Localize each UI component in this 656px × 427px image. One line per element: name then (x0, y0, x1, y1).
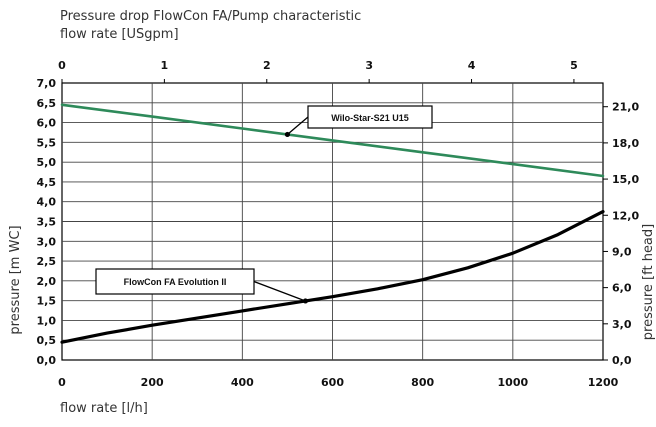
right-tick-label: 6,0 (612, 282, 632, 295)
right-tick-label: 0,0 (612, 354, 632, 367)
x-axis-label: flow rate [l/h] (60, 401, 148, 416)
y-tick-label: 3,5 (37, 216, 57, 229)
y2-axis-label: pressure [ft head] (641, 224, 656, 340)
y-tick-label: 6,5 (37, 97, 57, 110)
y-tick-label: 2,0 (37, 275, 57, 288)
top-axis-label: flow rate [USgpm] (60, 27, 179, 42)
y-axis-label: pressure [m WC] (8, 225, 23, 334)
right-tick-label: 12,0 (612, 209, 639, 222)
pump-callout-label: Wilo-Star-S21 U15 (331, 113, 408, 123)
y-tick-label: 5,5 (37, 136, 57, 149)
top-tick-label: 1 (161, 59, 169, 72)
top-tick-label: 2 (263, 59, 271, 72)
flowcon-callout-leader (253, 280, 306, 302)
x-tick-label: 200 (141, 376, 164, 389)
x-tick-label: 1000 (498, 376, 529, 389)
flowcon-callout-point (302, 298, 309, 304)
top-tick-label: 4 (468, 59, 476, 72)
x-tick-label: 800 (411, 376, 434, 389)
series-line-pump (60, 103, 605, 178)
top-tick-label: 3 (365, 59, 373, 72)
x-tick-label: 400 (231, 376, 254, 389)
y-tick-label: 2,5 (37, 255, 57, 268)
series-lines (60, 103, 605, 344)
x-tick-label: 1200 (588, 376, 619, 389)
right-tick-label: 21,0 (612, 101, 639, 114)
y-tick-label: 4,0 (37, 196, 57, 209)
top-tick-label: 0 (58, 59, 66, 72)
y-tick-label: 3,0 (37, 235, 57, 248)
right-tick-label: 15,0 (612, 173, 639, 186)
x-tick-label: 0 (58, 376, 66, 389)
series-line-flowcon (60, 210, 605, 344)
y-tick-label: 0,0 (37, 354, 57, 367)
y-tick-label: 0,5 (37, 334, 57, 347)
series-callouts: Wilo-Star-S21 U15 FlowCon FA Evolution II (95, 105, 433, 304)
right-tick-label: 9,0 (612, 245, 632, 258)
right-tick-label: 18,0 (612, 137, 639, 150)
flowcon-callout-box (95, 268, 255, 295)
y-tick-label: 6,0 (37, 117, 57, 130)
y-tick-label: 4,5 (37, 176, 57, 189)
pump-callout-leader (286, 116, 309, 135)
right-tick-label: 3,0 (612, 318, 632, 331)
y-tick-label: 5,0 (37, 156, 57, 169)
flowcon-callout-label: FlowCon FA Evolution II (124, 277, 227, 287)
x-tick-label: 600 (321, 376, 344, 389)
y-tick-label: 1,0 (37, 314, 57, 327)
chart-title: Pressure drop FlowCon FA/Pump characteri… (60, 9, 361, 24)
top-tick-label: 5 (570, 59, 578, 72)
y-tick-label: 1,5 (37, 295, 57, 308)
pump-callout-point (284, 131, 291, 138)
y-tick-label: 7,0 (37, 77, 57, 90)
axes: 0,0 0,5 1,0 1,5 2,0 2,5 3,0 3,5 4,0 4,5 5,0 5,5 6,0 6… (37, 59, 640, 389)
